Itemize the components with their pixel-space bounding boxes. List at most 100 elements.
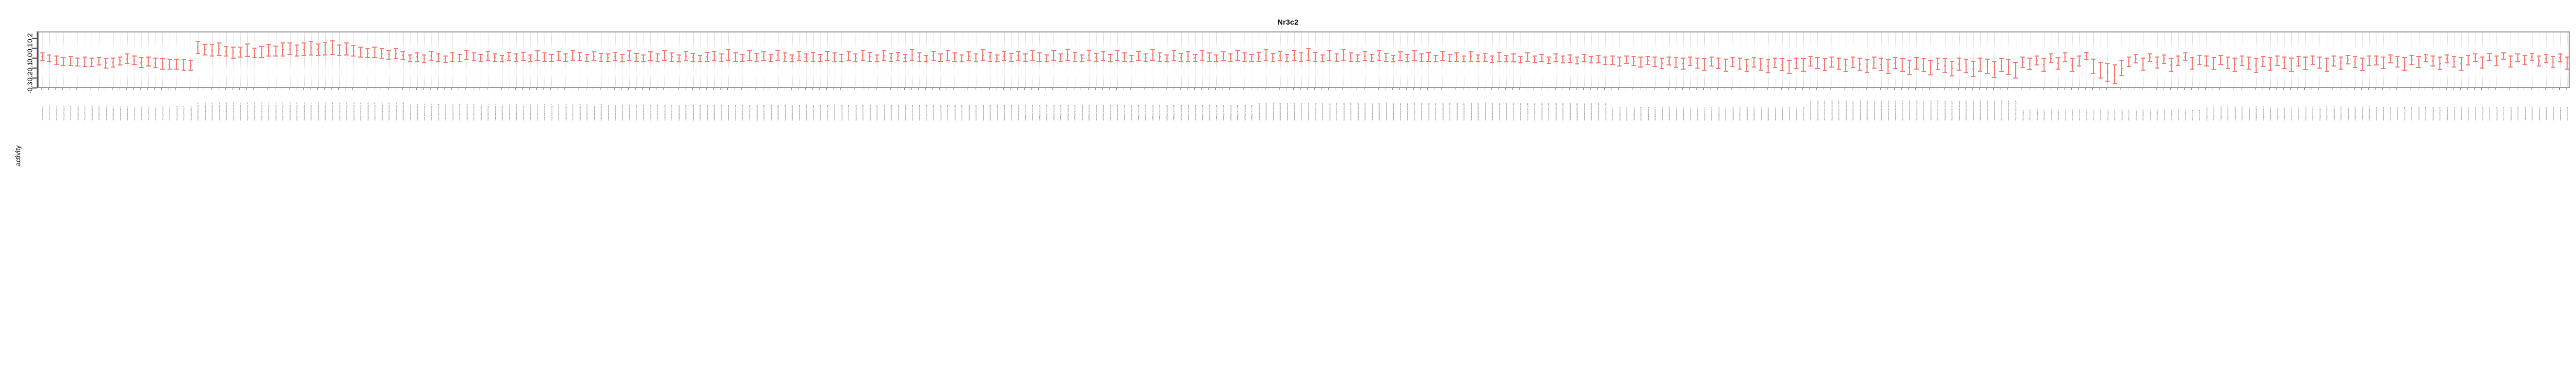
- error-bar-cap-upper: [1674, 57, 1679, 59]
- y-tick-label: -0.3: [26, 82, 34, 94]
- error-bar-cap-upper: [2346, 55, 2350, 57]
- error-bar-cap-lower: [1921, 71, 1926, 73]
- error-bar-cap-lower: [2225, 68, 2230, 69]
- x-tick-mark: [1795, 88, 1796, 90]
- x-tick-label: Bergmann Glia Group 18: [317, 102, 319, 120]
- x-tick-mark: [2184, 88, 2185, 90]
- data-point: [119, 60, 121, 62]
- x-tick-mark: [1300, 88, 1301, 90]
- error-bar-cap-lower: [1794, 68, 1799, 69]
- error-bar-cap-upper: [1179, 53, 1183, 54]
- error-bar-cap-lower: [2169, 71, 2173, 72]
- error-bar-cap-lower: [287, 54, 292, 56]
- x-tick-mark: [812, 88, 813, 90]
- error-bar-cap-upper: [245, 43, 250, 45]
- data-point: [798, 55, 800, 57]
- error-bar-cap-lower: [1659, 68, 1664, 69]
- data-point: [2163, 58, 2165, 60]
- x-tick-label: Vascular Group 21: [2517, 107, 2519, 120]
- error-bar-cap-upper: [2134, 54, 2138, 56]
- x-tick-label: Glutamatergic Group 11: [1328, 103, 1331, 120]
- data-point: [2326, 63, 2328, 65]
- x-tick-mark: [2368, 88, 2369, 90]
- error-bar-cap-lower: [2360, 70, 2364, 71]
- data-point: [346, 48, 348, 50]
- error-bar-cap-upper: [1094, 52, 1098, 54]
- data-point: [175, 63, 177, 65]
- data-point: [2390, 58, 2392, 60]
- x-tick-mark: [451, 88, 452, 90]
- x-tick-mark: [692, 88, 693, 90]
- error-bar-cap-lower: [2211, 69, 2216, 71]
- error-bar-cap-upper: [584, 53, 590, 55]
- data-point: [862, 54, 864, 57]
- x-tick-label: OPC Group 04: [2043, 109, 2046, 120]
- x-tick-label: Endothelial Group 29: [805, 105, 808, 120]
- x-tick-mark: [1809, 88, 1810, 90]
- error-bar-cap-upper: [2027, 57, 2032, 59]
- error-bar-cap-upper: [1200, 50, 1205, 51]
- error-bar-cap-upper: [401, 50, 405, 52]
- x-tick-label: Ependymal Group 25: [1003, 105, 1006, 120]
- x-tick-label: Oligodendrocytes Group 04: [1830, 101, 1833, 120]
- error-bar-cap-lower: [1313, 60, 1318, 62]
- data-point: [317, 49, 319, 51]
- data-point: [48, 58, 50, 60]
- error-bar-cap-lower: [1101, 60, 1106, 62]
- x-tick-label: Glutamatergic Group 26: [1435, 103, 1437, 120]
- x-tick-label: Ependymal Group 16: [939, 105, 942, 120]
- x-tick-mark: [826, 88, 827, 90]
- error-bar-cap-lower: [1235, 60, 1240, 61]
- error-bar-cap-lower: [818, 61, 823, 62]
- error-bar-cap-upper: [2140, 57, 2145, 59]
- error-bar-cap-upper: [1263, 49, 1268, 51]
- x-tick-label: Vascular Group 07: [2417, 107, 2420, 120]
- error-bar-cap-lower: [1370, 61, 1374, 62]
- x-tick-label: OPC Group 09: [2078, 109, 2081, 120]
- x-tick-label: OPC Group 22: [2170, 109, 2173, 120]
- data-point: [1215, 58, 1217, 60]
- error-bar-cap-upper: [379, 48, 384, 50]
- data-point: [1229, 57, 1231, 59]
- error-bar-cap-upper: [2048, 53, 2053, 55]
- x-tick-label: GABAergic Group 30: [1223, 105, 1225, 120]
- x-tick-label: Pericytes Group 22: [2354, 106, 2357, 120]
- data-point: [2106, 71, 2108, 73]
- data-point: [564, 57, 567, 59]
- x-tick-label: GABAergic Group 34: [1251, 105, 1253, 120]
- gridline: [290, 32, 291, 87]
- data-point: [423, 58, 425, 60]
- data-point: [1477, 57, 1479, 59]
- x-tick-mark: [1116, 88, 1117, 90]
- error-bar-cap-lower: [874, 61, 879, 63]
- data-point: [2460, 63, 2462, 65]
- data-point: [289, 48, 291, 50]
- x-tick-mark: [133, 88, 134, 90]
- data-point: [1887, 65, 1889, 68]
- error-bar-cap-upper: [754, 52, 759, 54]
- data-point: [961, 57, 963, 59]
- data-point: [741, 57, 743, 59]
- error-bar-cap-lower: [1745, 71, 1749, 73]
- x-tick-mark: [2495, 88, 2496, 90]
- error-bar-cap-upper: [308, 40, 314, 42]
- data-point: [2029, 63, 2031, 65]
- error-bar-cap-lower: [832, 61, 837, 62]
- x-tick-label: Astrocytes Group 13: [126, 105, 129, 120]
- x-tick-mark: [41, 88, 42, 90]
- error-bar-cap-lower: [1143, 61, 1148, 62]
- x-tick-mark: [2092, 88, 2093, 90]
- error-bar-cap-upper: [1525, 52, 1530, 54]
- error-bar-cap-lower: [2430, 65, 2435, 67]
- data-point: [338, 49, 340, 51]
- error-bar-cap-lower: [1122, 60, 1127, 62]
- data-point: [1873, 62, 1875, 64]
- data-point: [360, 51, 362, 53]
- error-bar-cap-lower: [1200, 60, 1205, 61]
- error-bar-cap-upper: [280, 42, 285, 44]
- error-bar-cap-lower: [556, 60, 561, 61]
- x-tick-label: Astrocytes Group 10: [105, 105, 107, 120]
- x-tick-label: Glutamatergic Group 06: [1293, 103, 1296, 120]
- error-bar-cap-lower: [1228, 61, 1233, 62]
- x-tick-label: GABAergic Group 10: [1081, 105, 1083, 120]
